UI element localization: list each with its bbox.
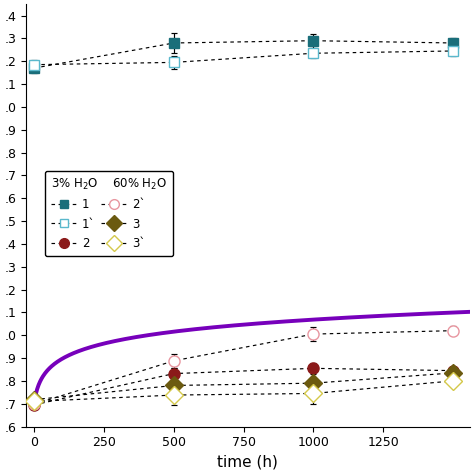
- X-axis label: time (h): time (h): [218, 455, 278, 470]
- Legend: 1, 1`, 2, 2`, 3, 3`: 1, 1`, 2, 2`, 3, 3`: [45, 171, 173, 256]
